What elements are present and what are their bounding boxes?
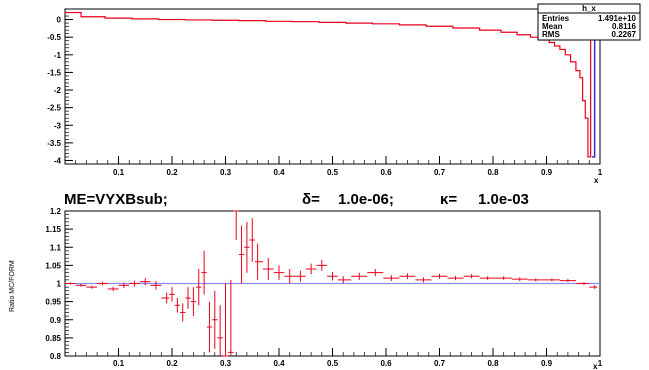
top-x-tick-label: 0.2 [166,168,178,177]
bottom-x-tick-label: 0.1 [113,359,125,368]
top-y-tick-label: -1 [54,51,62,60]
title-me: ME=VYXBsub; [64,191,168,208]
top-y-tick-label: -1.5 [47,68,61,77]
bottom-x-ticks: 0.1 0.2 0.3 0.4 0.5 0.6 0.7 0.8 0.9 1 [75,348,603,368]
bottom-y-tick-label: 1.2 [50,207,62,216]
top-x-tick-label: 0.3 [220,168,232,177]
bottom-x-tick-label: 0.2 [166,359,178,368]
top-x-axis-label: x [594,176,599,185]
top-panel: 0-0.5-1-1.5-2-2.5-3-3.5-4 0.1 0.2 0.3 0.4 0.… [47,3,641,185]
top-x-tick-label: 0.1 [113,168,125,177]
bottom-x-tick-label: 0.3 [220,359,232,368]
top-y-tick-label: -3.5 [47,139,61,148]
top-frame [64,8,601,165]
bottom-x-tick-label: 0.6 [380,359,392,368]
bottom-x-tick-label: 0.7 [434,359,446,368]
title-kappa-value: 1.0e-03 [478,191,529,208]
bottom-y-tick-label: 0.95 [45,298,61,307]
top-x-tick-label: 0.8 [487,168,499,177]
bottom-y-tick-label: 1.05 [45,261,61,270]
bottom-x-tick-label: 0.4 [273,359,285,368]
bottom-x-tick-label: 0.9 [541,359,553,368]
stats-rms-label: RMS [542,30,560,39]
bottom-y-axis-label: Ratio MC/FORM [9,260,16,312]
ratio-series [65,210,598,357]
top-y-tick-label: -0.5 [47,33,61,42]
bottom-title: ME=VYXBsub; δ= 1.0e-06; κ= 1.0e-03 [64,191,529,208]
top-x-tick-label: 1 [598,168,603,177]
top-y-ticks: 0 -0.5 -1 -1.5 -2 -2.5 -3 -3.5 -4 [47,12,73,165]
bottom-y-tick-label: 1.1 [50,243,62,252]
top-x-tick-label: 0.6 [380,168,392,177]
stats-box: h_x Entries 1.491e+10 Mean 0.8116 RMS 0.… [537,3,641,41]
stats-box-title: h_x [582,4,596,13]
top-x-tick-label: 0.7 [434,168,446,177]
mc-series-line [65,11,595,158]
bottom-x-tick-label: 1 [598,359,603,368]
top-y-tick-label: -4 [54,156,62,165]
bottom-y-tick-label: 0.8 [50,352,62,361]
top-x-tick-label: 0.9 [541,168,553,177]
top-y-tick-label: -2.5 [47,104,61,113]
top-y-tick-label: -2 [54,86,62,95]
top-x-tick-label: 0.4 [273,168,285,177]
top-x-tick-label: 0.5 [327,168,339,177]
stats-rms-value: 0.2267 [612,30,637,39]
bottom-y-tick-label: 0.85 [45,334,61,343]
bottom-x-axis-label: x [593,362,598,370]
bottom-y-tick-label: 1.15 [45,225,61,234]
top-x-ticks: 0.1 0.2 0.3 0.4 0.5 0.6 0.7 0.8 0.9 1 [75,156,603,177]
bottom-x-tick-label: 0.8 [487,359,499,368]
title-delta: δ= [302,191,320,208]
stats-entries-label: Entries [542,14,570,23]
bottom-x-tick-label: 0.5 [327,359,339,368]
bottom-y-tick-label: 0.9 [50,316,62,325]
title-delta-value: 1.0e-06; [338,191,394,208]
stats-entries-value: 1.491e+10 [598,14,637,23]
stats-mean-label: Mean [542,22,563,31]
bottom-y-tick-label: 1 [57,280,62,289]
stats-mean-value: 0.8116 [612,22,637,31]
title-kappa: κ= [440,191,457,208]
bottom-y-ticks: 1.2 1.15 1.1 1.05 1 0.95 0.9 0.85 0.8 [45,207,73,361]
top-y-tick-label: -3 [54,121,62,130]
top-y-tick-label: 0 [57,16,62,25]
